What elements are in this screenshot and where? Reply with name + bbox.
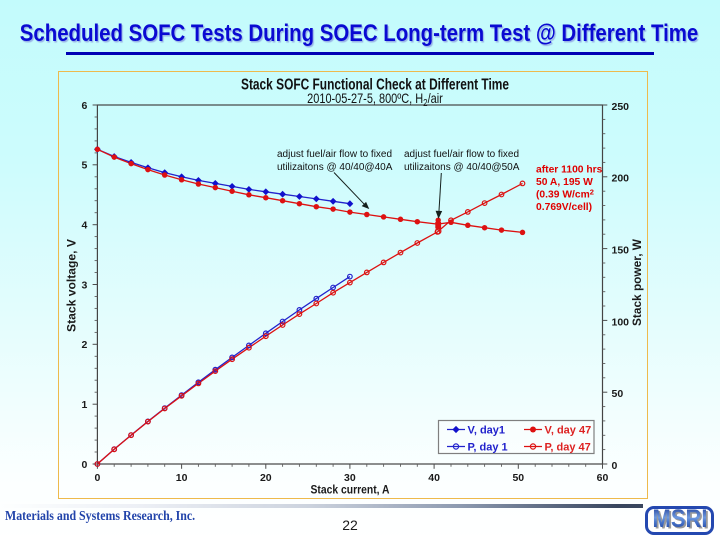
svg-text:Stack current, A: Stack current, A xyxy=(311,482,390,496)
svg-text:adjust fuel/air flow to fixed: adjust fuel/air flow to fixed xyxy=(277,149,392,160)
svg-text:5: 5 xyxy=(82,160,88,172)
svg-text:after 1100 hrs: after 1100 hrs xyxy=(536,164,603,175)
svg-text:2: 2 xyxy=(82,339,88,351)
svg-text:(0.39 W/cm2: (0.39 W/cm2 xyxy=(536,188,594,201)
svg-text:0.769V/cell): 0.769V/cell) xyxy=(536,202,592,213)
svg-text:30: 30 xyxy=(344,472,356,484)
svg-text:Stack voltage, V: Stack voltage, V xyxy=(65,239,79,332)
svg-text:1: 1 xyxy=(82,399,88,411)
svg-text:0: 0 xyxy=(94,472,100,484)
svg-text:6: 6 xyxy=(82,100,88,112)
svg-text:4: 4 xyxy=(82,220,88,232)
svg-text:0: 0 xyxy=(82,459,88,471)
svg-text:Stack SOFC Functional Check at: Stack SOFC Functional Check at Different… xyxy=(241,76,509,93)
svg-text:250: 250 xyxy=(612,101,630,113)
svg-text:10: 10 xyxy=(176,472,188,484)
svg-text:0: 0 xyxy=(612,460,618,472)
svg-text:V, day 47: V, day 47 xyxy=(545,424,592,436)
svg-text:50: 50 xyxy=(512,472,524,484)
svg-text:V, day1: V, day1 xyxy=(468,424,506,436)
svg-text:150: 150 xyxy=(612,245,630,257)
svg-text:100: 100 xyxy=(612,316,630,328)
svg-text:MSRI: MSRI xyxy=(653,505,708,533)
svg-text:P, day 47: P, day 47 xyxy=(545,441,591,453)
svg-text:60: 60 xyxy=(597,472,609,484)
svg-text:40: 40 xyxy=(428,472,440,484)
svg-text:utilizaitons @ 40/40@50A: utilizaitons @ 40/40@50A xyxy=(404,162,520,173)
svg-text:MSRI: MSRI xyxy=(654,507,709,535)
svg-text:20: 20 xyxy=(260,472,272,484)
svg-text:adjust fuel/air flow to fixed: adjust fuel/air flow to fixed xyxy=(404,149,519,160)
svg-text:Stack power, W: Stack power, W xyxy=(630,238,644,326)
svg-text:50 A, 195 W: 50 A, 195 W xyxy=(536,177,593,188)
svg-text:50: 50 xyxy=(612,388,624,400)
svg-text:P, day 1: P, day 1 xyxy=(468,441,508,453)
svg-text:3: 3 xyxy=(82,279,88,291)
svg-text:utilizaitons @ 40/40@40A: utilizaitons @ 40/40@40A xyxy=(277,162,393,173)
svg-text:200: 200 xyxy=(612,173,630,185)
svg-text:2010-05-27-5, 800ºC, H2/air: 2010-05-27-5, 800ºC, H2/air xyxy=(307,91,443,108)
